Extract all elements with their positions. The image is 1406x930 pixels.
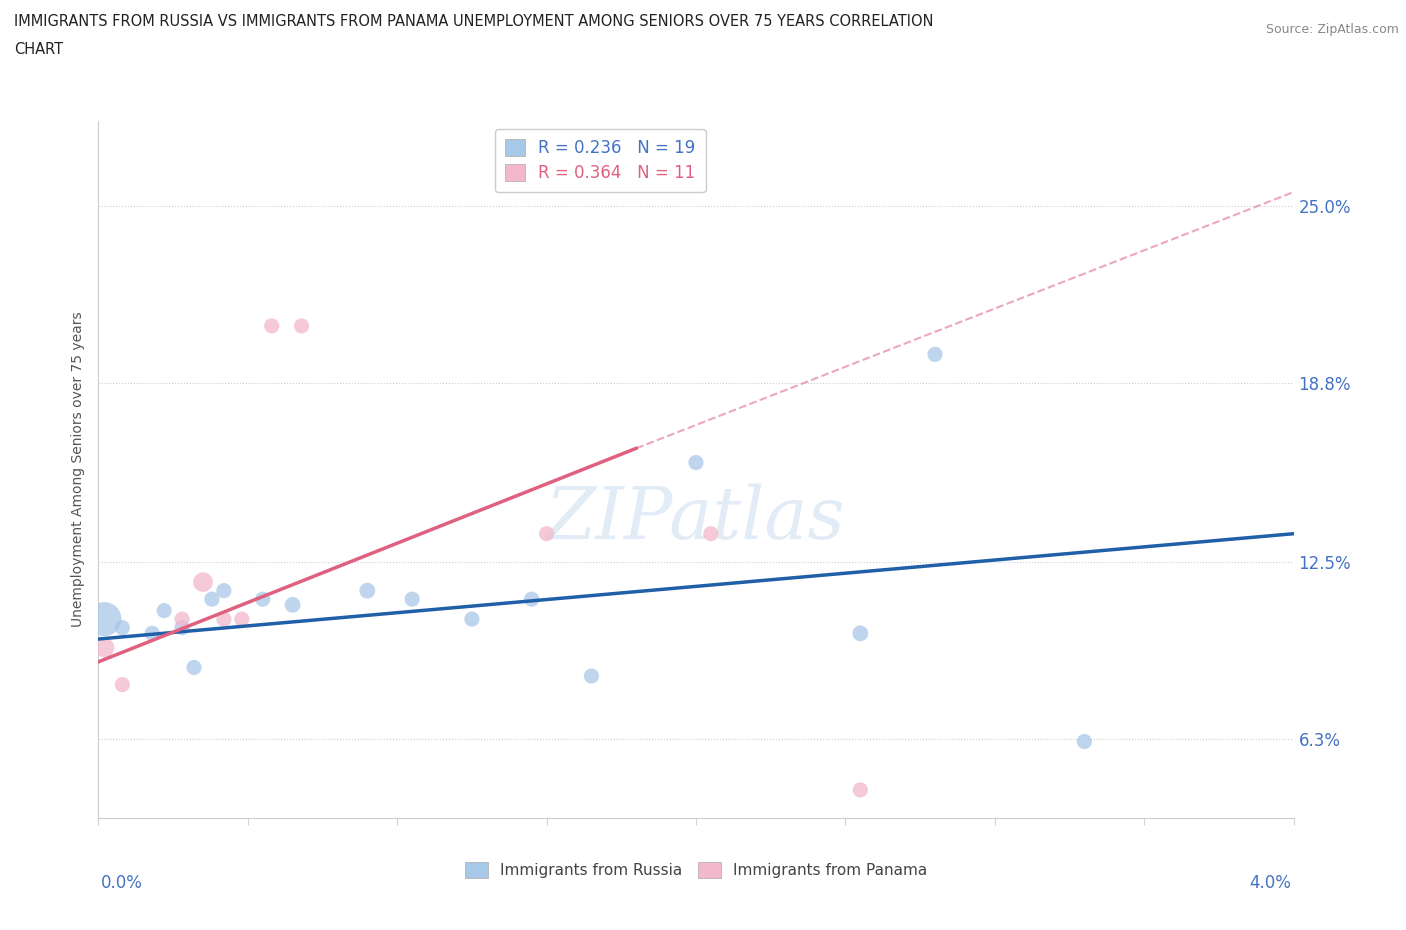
Point [252,591,274,606]
Point [141,626,163,641]
Point [849,782,872,797]
Point [111,620,134,635]
Text: ZIPatlas: ZIPatlas [546,484,846,553]
Point [281,597,304,612]
Point [291,318,314,333]
Point [172,620,194,635]
Point [201,591,224,606]
Point [153,604,176,618]
Point [231,612,253,627]
Point [172,612,194,627]
Point [111,677,134,692]
Point [93,612,115,627]
Point [356,583,378,598]
Point [700,526,723,541]
Point [191,575,214,590]
Y-axis label: Unemployment Among Seniors over 75 years: Unemployment Among Seniors over 75 years [72,312,86,628]
Point [1073,734,1095,749]
Text: CHART: CHART [14,42,63,57]
Point [183,660,205,675]
Point [401,591,423,606]
Point [536,526,558,541]
Text: IMMIGRANTS FROM RUSSIA VS IMMIGRANTS FROM PANAMA UNEMPLOYMENT AMONG SENIORS OVER: IMMIGRANTS FROM RUSSIA VS IMMIGRANTS FRO… [14,14,934,29]
Point [212,583,235,598]
Point [685,455,707,470]
Point [520,591,543,606]
Text: Source: ZipAtlas.com: Source: ZipAtlas.com [1265,23,1399,36]
Point [260,318,283,333]
Text: 4.0%: 4.0% [1249,874,1291,892]
Legend: Immigrants from Russia, Immigrants from Panama: Immigrants from Russia, Immigrants from … [458,856,934,884]
Point [212,612,235,627]
Point [924,347,946,362]
Point [849,626,872,641]
Point [581,669,603,684]
Point [93,640,115,655]
Text: 0.0%: 0.0% [101,874,143,892]
Point [461,612,484,627]
